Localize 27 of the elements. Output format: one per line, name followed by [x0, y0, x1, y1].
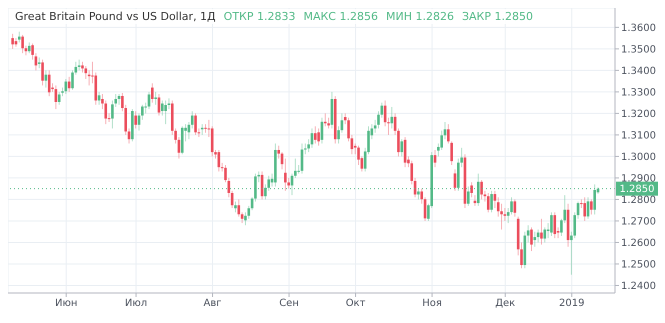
x-tick-label: 2019	[559, 298, 584, 310]
y-tick-label: 1.3100	[621, 130, 656, 142]
y-tick-label: 1.3500	[621, 44, 656, 56]
x-tick-label: Дек	[495, 298, 516, 310]
x-tick-label: Сен	[279, 298, 299, 310]
x-tick-label: Июн	[54, 298, 78, 310]
annotation: ОТКР 1.2833	[224, 10, 296, 23]
y-tick-label: 1.3600	[621, 22, 656, 34]
chart-title: Great Britain Pound vs US Dollar, 1Д	[15, 10, 216, 23]
y-tick-label: 1.2500	[621, 260, 656, 271]
y-tick-label: 1.3300	[621, 87, 656, 98]
x-tick-label: Ноя	[422, 298, 442, 310]
x-tick-label: Июл	[124, 298, 148, 310]
x-tick-label: Авг	[204, 298, 222, 310]
y-tick-label: 1.2400	[621, 281, 656, 292]
annotation: ЗАКР 1.2850	[462, 10, 533, 23]
ref-line-label: 1.2850	[620, 184, 654, 196]
y-tick-label: 1.2800	[621, 194, 656, 206]
y-tick-label: 1.3400	[621, 66, 656, 77]
y-tick-label: 1.2700	[621, 216, 656, 228]
y-tick-label: 1.3000	[621, 152, 656, 163]
x-tick-label: Окт	[346, 298, 366, 310]
annotation: МИН 1.2826	[386, 10, 454, 23]
y-tick-label: 1.3200	[621, 108, 656, 120]
annotation: МАКС 1.2856	[303, 10, 378, 23]
candlestick	[204, 124, 207, 134]
y-tick-label: 1.2600	[621, 238, 656, 250]
